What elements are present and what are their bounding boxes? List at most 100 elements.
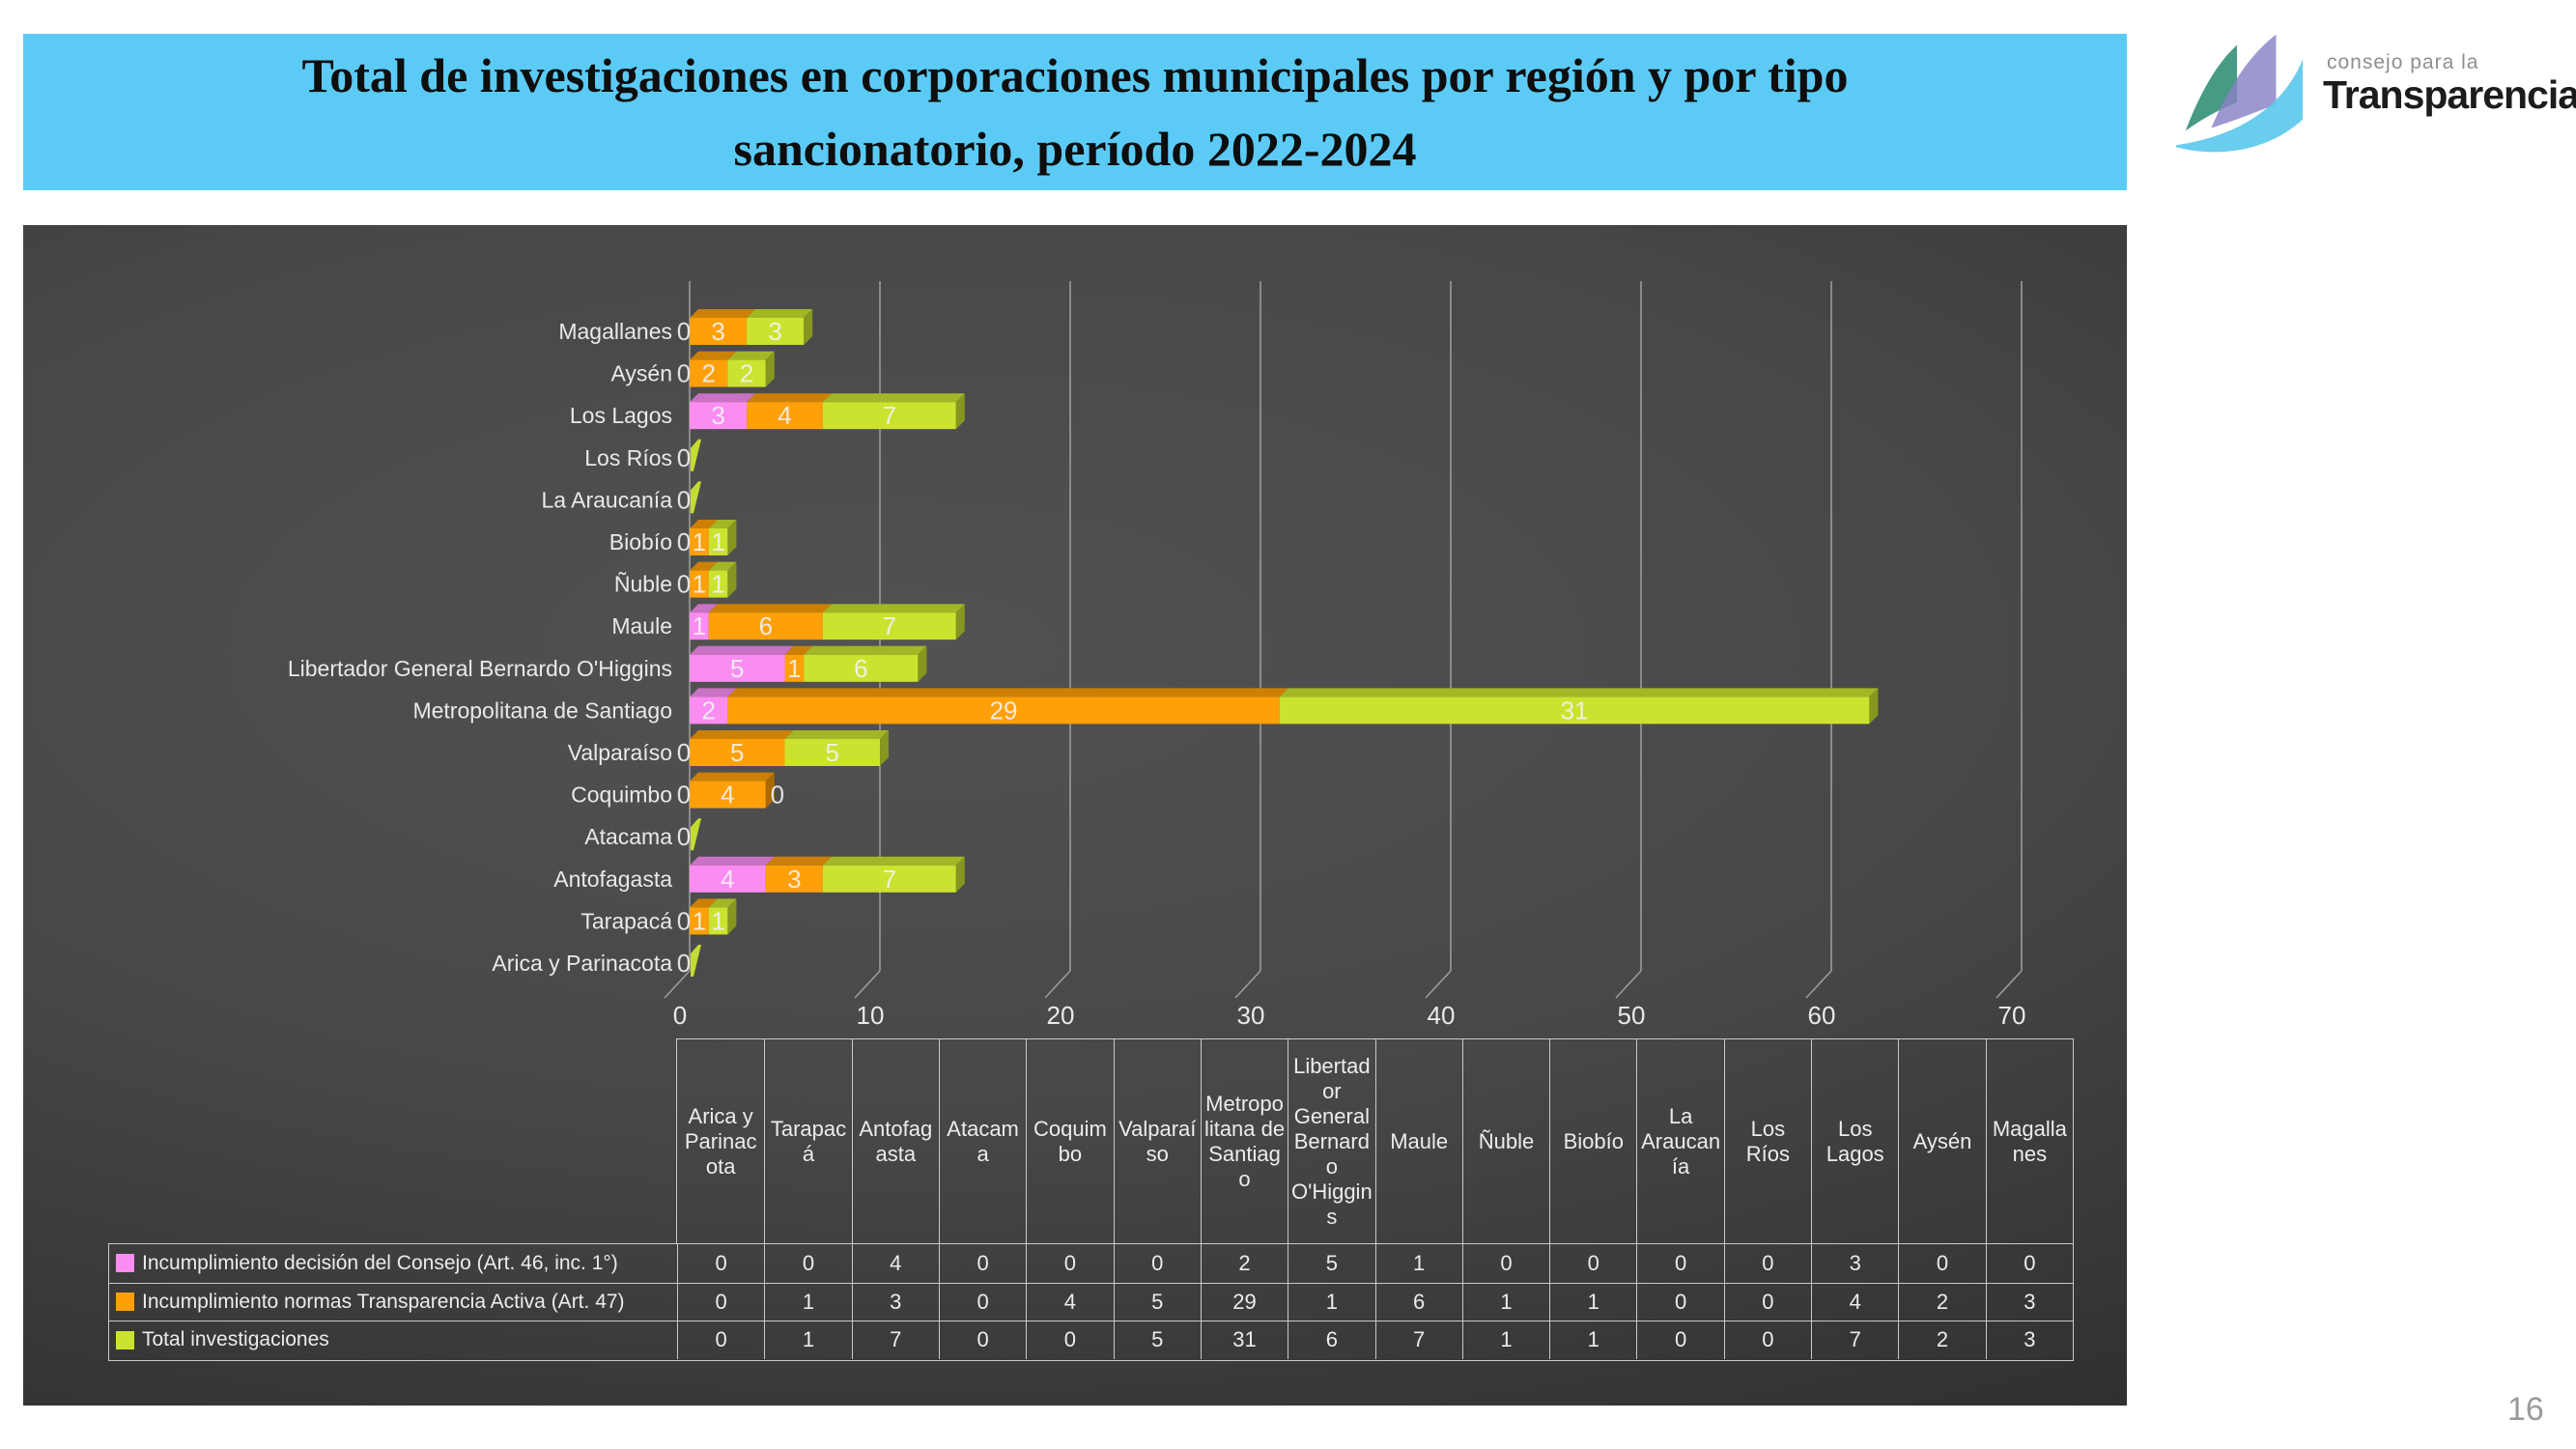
table-value-cell: 31 bbox=[1200, 1321, 1288, 1359]
table-value-cell: 0 bbox=[1636, 1282, 1724, 1321]
series-name: Incumplimiento normas Transparencia Acti… bbox=[142, 1290, 625, 1313]
bar-end-bevel bbox=[804, 309, 813, 345]
region-axis-label: Coquimbo bbox=[571, 782, 672, 808]
bar-segment-top-bevel bbox=[690, 730, 794, 739]
bar-segment bbox=[708, 528, 728, 555]
bar-zero-label: 0 bbox=[771, 781, 784, 810]
logo-sails-icon bbox=[2175, 34, 2304, 153]
bar-value-label: 2 bbox=[740, 359, 753, 388]
bar-end-bevel bbox=[955, 393, 965, 430]
bar-segment bbox=[784, 654, 805, 682]
bar-value-label: 7 bbox=[883, 865, 896, 894]
slide-title-line-2: sancionatorio, período 2022-2024 bbox=[733, 122, 1417, 176]
gridline-floor-bend bbox=[664, 970, 691, 999]
table-header-cell: Antofagasta bbox=[851, 1039, 939, 1243]
bar-segment bbox=[822, 865, 956, 893]
bar-value-label: 3 bbox=[711, 317, 724, 346]
table-value-cell: 5 bbox=[1113, 1321, 1201, 1359]
bar-end-bevel bbox=[955, 856, 965, 893]
table-value-cell: 7 bbox=[851, 1321, 939, 1359]
bar-segment bbox=[822, 612, 956, 640]
x-axis-tick-label: 10 bbox=[857, 1001, 885, 1030]
region-axis-label: Antofagasta bbox=[553, 867, 672, 892]
table-header-cell: Biobío bbox=[1549, 1039, 1636, 1243]
bar-value-label: 31 bbox=[1561, 696, 1589, 724]
consejo-transparencia-logo: consejo para la Transparencia bbox=[2166, 14, 2576, 169]
table-header-cell: Los Lagos bbox=[1811, 1039, 1898, 1243]
bar-value-label: 4 bbox=[721, 865, 734, 894]
table-value-cell: 0 bbox=[1549, 1244, 1636, 1283]
bar-value-label: 29 bbox=[990, 696, 1018, 724]
table-value-cell: 0 bbox=[1026, 1321, 1114, 1359]
table-value-cell: 0 bbox=[1723, 1321, 1812, 1359]
legend-swatch-icon bbox=[116, 1293, 134, 1312]
bar-segment-top-bevel bbox=[708, 561, 737, 571]
table-value-cell: 0 bbox=[1636, 1244, 1723, 1283]
table-header-cell: Tarapacá bbox=[764, 1039, 851, 1243]
x-axis-tick-label: 50 bbox=[1618, 1001, 1646, 1030]
bar-segment-top-bevel bbox=[690, 309, 756, 318]
bar-value-label: 1 bbox=[693, 527, 706, 556]
table-value-cell: 1 bbox=[1288, 1282, 1375, 1321]
table-value-cell: 0 bbox=[677, 1282, 765, 1321]
bar-segment-top-bevel bbox=[690, 856, 775, 866]
bar-end-bevel bbox=[880, 730, 889, 766]
bar-segment-top-bevel bbox=[690, 898, 718, 908]
table-header-cell: Los Ríos bbox=[1723, 1039, 1811, 1243]
table-value-cell: 0 bbox=[1636, 1321, 1724, 1359]
table-value-cell: 1 bbox=[764, 1282, 852, 1321]
table-header-cell: Aysén bbox=[1898, 1039, 1985, 1243]
bar-segment-top-bevel bbox=[690, 351, 737, 360]
bar-segment-top-bevel bbox=[1279, 688, 1879, 697]
table-value-cell: 1 bbox=[764, 1321, 852, 1359]
slide-title-bar: Total de investigaciones en corporacione… bbox=[23, 34, 2127, 190]
bar-segment-top-bevel bbox=[690, 604, 718, 613]
table-value-cell: 0 bbox=[1461, 1244, 1549, 1283]
series-name: Total investigaciones bbox=[142, 1328, 329, 1351]
bar-segment bbox=[708, 612, 823, 640]
bar-segment-top-bevel bbox=[690, 520, 718, 528]
bar-zero-label: 0 bbox=[677, 485, 691, 514]
region-axis-label: Los Lagos bbox=[570, 403, 672, 428]
bar-segment bbox=[1279, 696, 1870, 724]
table-value-cell: 5 bbox=[1288, 1244, 1374, 1283]
table-value-cell: 1 bbox=[1461, 1282, 1550, 1321]
bar-value-label: 1 bbox=[693, 611, 706, 640]
table-header-cell: Coquimbo bbox=[1026, 1039, 1113, 1243]
region-axis-label: Los Ríos bbox=[584, 445, 672, 470]
region-axis-label: Valparaíso bbox=[568, 740, 672, 765]
table-header-cell: Libertador General Bernardo O'Higgins bbox=[1288, 1039, 1374, 1243]
bar-value-label: 5 bbox=[826, 738, 839, 767]
region-axis-label: Maule bbox=[611, 613, 672, 639]
table-value-cell: 4 bbox=[1811, 1282, 1899, 1321]
table-value-cell: 0 bbox=[1113, 1244, 1201, 1283]
bar-value-label: 1 bbox=[711, 906, 724, 935]
bar-zero-label: 0 bbox=[677, 822, 691, 851]
gridline-floor-bend bbox=[1615, 970, 1642, 999]
bar-value-label: 5 bbox=[730, 654, 744, 683]
bar-zero-label: 0 bbox=[677, 906, 691, 935]
legend-row-label: Incumplimiento normas Transparencia Acti… bbox=[109, 1282, 677, 1321]
zero-bar-sliver bbox=[691, 818, 701, 851]
bar-value-label: 1 bbox=[787, 654, 801, 683]
bar-end-bevel bbox=[727, 898, 737, 935]
bar-value-label: 3 bbox=[768, 317, 781, 346]
table-value-cell: 4 bbox=[851, 1244, 939, 1283]
series-name: Incumplimiento decisión del Consejo (Art… bbox=[142, 1251, 618, 1274]
bar-end-bevel bbox=[918, 645, 927, 682]
bar-value-label: 2 bbox=[701, 696, 715, 724]
table-value-cell: 0 bbox=[938, 1244, 1026, 1283]
bar-zero-label: 0 bbox=[677, 738, 691, 767]
logo-brand: Transparencia bbox=[2323, 72, 2576, 117]
region-axis-label: Tarapacá bbox=[580, 908, 672, 933]
table-header-cell: Ñuble bbox=[1461, 1039, 1549, 1243]
bar-value-label: 1 bbox=[693, 570, 706, 599]
bar-value-label: 1 bbox=[711, 527, 724, 556]
table-value-cell: 6 bbox=[1374, 1282, 1462, 1321]
bar-value-label: 7 bbox=[883, 611, 896, 640]
gridline-floor-bend bbox=[1805, 970, 1832, 999]
table-value-cell: 2 bbox=[1200, 1244, 1288, 1283]
bar-segment bbox=[727, 359, 766, 387]
bar-value-label: 4 bbox=[778, 401, 791, 430]
